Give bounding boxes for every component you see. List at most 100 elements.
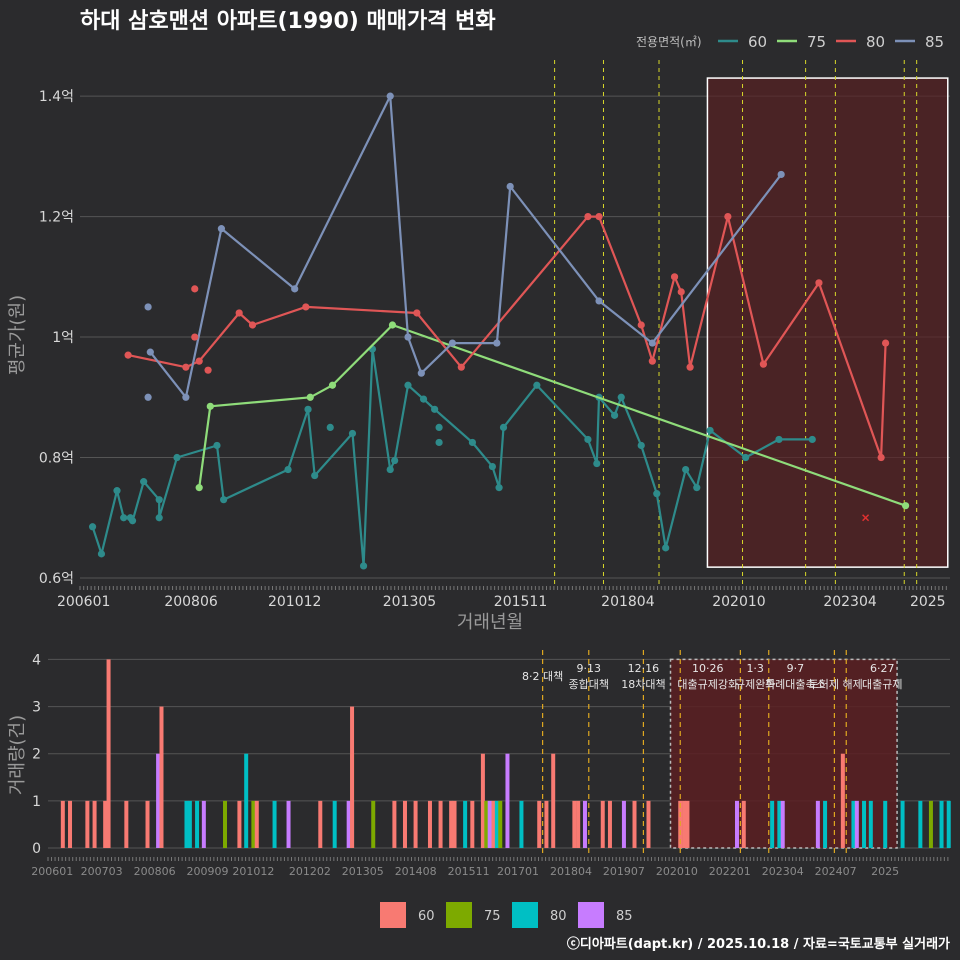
data-point-60 xyxy=(311,471,319,480)
isolated-point-60 xyxy=(435,438,443,447)
data-point-60 xyxy=(173,453,181,462)
series-line-60 xyxy=(91,348,813,568)
data-point-60 xyxy=(128,517,137,525)
volume-bar-60 xyxy=(576,800,581,848)
legend-top: 전용면적(㎡) 60 75 80 85 xyxy=(636,33,944,51)
legend-label-85: 85 xyxy=(925,33,944,51)
volume-bar-60 xyxy=(427,800,432,848)
volume-bar-60 xyxy=(145,800,150,848)
isolated-point-80 xyxy=(191,285,199,293)
data-point-60 xyxy=(584,435,592,444)
volume-bar-60 xyxy=(607,800,612,848)
x-tick-label: 201511 xyxy=(494,594,547,610)
policy-label: 9·7 xyxy=(787,662,805,675)
bottom-x-tick-label: 200601 xyxy=(31,865,73,878)
volume-bar-80 xyxy=(939,800,944,848)
data-point-60 xyxy=(653,490,661,498)
data-point-60 xyxy=(97,550,106,558)
volume-bar-85 xyxy=(734,800,739,848)
policy-label: 1·3 xyxy=(746,662,764,675)
data-point-85 xyxy=(404,333,412,341)
bottom-y-tick-label: 0 xyxy=(32,841,41,857)
policy-label: 대출규제강화 xyxy=(677,678,738,691)
volume-bar-60 xyxy=(537,800,542,848)
x-tick-label: 200806 xyxy=(164,594,218,610)
legend-label-80: 80 xyxy=(866,33,885,51)
x-tick-label: 202010 xyxy=(712,594,765,610)
volume-bar-60 xyxy=(60,800,65,848)
data-point-85 xyxy=(648,339,656,347)
bottom-legend-label-75: 75 xyxy=(484,909,501,924)
isolated-point-80 xyxy=(191,333,199,341)
bottom-x-tick-label: 200806 xyxy=(134,865,176,878)
bottom-x-tick-label: 202407 xyxy=(815,865,857,878)
x-tick-label: 200601 xyxy=(57,594,110,610)
bottom-x-tick-label: 201804 xyxy=(550,865,592,878)
data-point-60 xyxy=(155,514,163,522)
volume-bar-75 xyxy=(484,800,489,848)
bottom-x-tick-label: 200909 xyxy=(187,865,229,878)
volume-bar-85 xyxy=(156,753,161,848)
x-marker xyxy=(862,514,870,522)
policy-label: 특례대출축소 xyxy=(765,678,826,691)
volume-bar-60 xyxy=(685,800,690,848)
highlight-region xyxy=(706,77,949,568)
y-tick-label: 0.6억 xyxy=(39,571,74,587)
bottom-x-tick-label: 201701 xyxy=(497,865,539,878)
y-tick-label: 1.2억 xyxy=(39,210,74,226)
volume-bar-80 xyxy=(883,800,888,848)
policy-label: 종합대책 xyxy=(569,678,609,691)
volume-bar-85 xyxy=(346,800,351,848)
y-axis-title: 평균가(원) xyxy=(7,295,28,375)
bottom-y-axis-title: 거래량(건) xyxy=(7,715,28,795)
volume-bar-60 xyxy=(438,800,443,848)
data-point-60 xyxy=(113,487,121,495)
data-point-60 xyxy=(533,381,541,389)
bottom-x-tick-label: 202010 xyxy=(656,865,698,878)
data-point-60 xyxy=(468,438,477,447)
volume-bar-60 xyxy=(237,800,242,848)
data-point-60 xyxy=(120,514,128,522)
data-point-85 xyxy=(417,369,425,377)
legend-label-60: 60 xyxy=(748,33,767,51)
volume-bar-85 xyxy=(780,800,785,848)
volume-bar-60 xyxy=(741,800,746,848)
volume-bar-75 xyxy=(371,800,376,848)
volume-bar-85 xyxy=(621,800,626,848)
data-point-60 xyxy=(431,405,439,413)
data-point-80 xyxy=(413,309,421,317)
volume-bar-60 xyxy=(646,800,651,848)
volume-bar-75 xyxy=(251,800,256,848)
bottom-y-tick-label: 2 xyxy=(32,747,41,763)
policy-label: 9·13 xyxy=(577,662,602,675)
data-point-80 xyxy=(584,212,592,221)
data-point-60 xyxy=(593,459,601,468)
bottom-x-tick-label: 201012 xyxy=(232,865,274,878)
policy-label: 6·27 xyxy=(870,662,895,675)
bottom-panel: 0 1 2 3 4 8·2 대책 9·13 종합대책 12·16 18차대책 10·26 대출규제강화… xyxy=(31,650,951,878)
data-point-80 xyxy=(759,360,768,368)
bottom-x-tick-label: 201408 xyxy=(395,865,437,878)
data-point-60 xyxy=(386,465,394,474)
volume-bar-60 xyxy=(572,800,577,848)
data-point-60 xyxy=(348,429,357,438)
bottom-legend-swatch-85 xyxy=(578,902,604,928)
volume-bar-60 xyxy=(449,800,454,848)
volume-bar-60 xyxy=(402,800,407,848)
series-line-75 xyxy=(198,323,906,507)
bottom-x-tick-label: 200703 xyxy=(81,865,123,878)
policy-label: 10·26 xyxy=(692,662,724,675)
data-point-60 xyxy=(284,465,292,474)
data-point-85 xyxy=(493,339,501,347)
volume-bar-60 xyxy=(392,800,397,848)
data-point-60 xyxy=(213,441,221,450)
volume-bar-60 xyxy=(452,800,457,848)
data-point-60 xyxy=(682,465,690,474)
volume-bar-80 xyxy=(918,800,923,848)
volume-bar-80 xyxy=(272,800,277,848)
volume-bar-80 xyxy=(184,800,189,848)
volume-bar-75 xyxy=(498,800,503,848)
data-point-80 xyxy=(877,453,885,462)
data-point-60 xyxy=(404,381,412,389)
